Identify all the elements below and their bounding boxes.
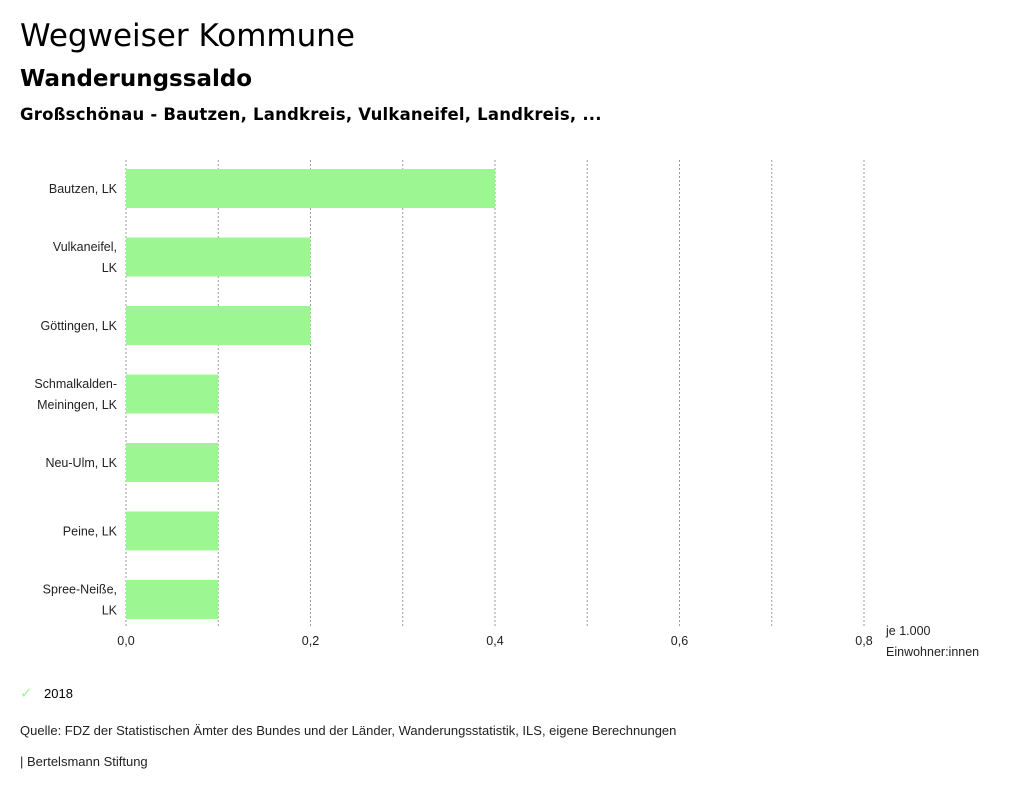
region-selection: Großschönau - Bautzen, Landkreis, Vulkan… bbox=[20, 105, 602, 124]
publisher-note: | Bertelsmann Stiftung bbox=[20, 754, 148, 769]
x-tick-label: 0,6 bbox=[671, 634, 688, 648]
x-axis-label: je 1.000 Einwohner:innen bbox=[885, 624, 979, 659]
category-label: Spree-Neiße, LK bbox=[43, 583, 118, 618]
check-icon: ✓ bbox=[20, 685, 33, 702]
x-tick-label: 0,8 bbox=[855, 634, 872, 648]
bar bbox=[126, 374, 219, 414]
bar bbox=[126, 169, 495, 208]
bar bbox=[126, 237, 311, 277]
category-label: Bautzen, LK bbox=[49, 182, 118, 196]
bar bbox=[126, 306, 311, 345]
bar bbox=[126, 580, 219, 619]
legend-label-2018: 2018 bbox=[44, 685, 73, 701]
chart-subtitle: Wanderungssaldo bbox=[20, 66, 253, 92]
source-note: Quelle: FDZ der Statistischen Ämter des … bbox=[20, 723, 677, 738]
bar-chart: Bautzen, LK Vulkaneifel, LK Göttingen, LK Sc… bbox=[34, 160, 979, 659]
x-tick-label: 0,0 bbox=[117, 634, 134, 648]
category-label: Göttingen, LK bbox=[41, 319, 118, 333]
bar bbox=[126, 511, 219, 551]
x-tick-label: 0,4 bbox=[486, 634, 503, 648]
category-label: Vulkaneifel, LK bbox=[53, 240, 118, 275]
page-title: Wegweiser Kommune bbox=[20, 18, 355, 54]
category-label: Neu-Ulm, LK bbox=[45, 456, 117, 470]
category-label: Peine, LK bbox=[63, 525, 118, 539]
x-tick-label: 0,2 bbox=[302, 634, 319, 648]
legend[interactable]: ✓ 2018 bbox=[20, 684, 73, 702]
bar bbox=[126, 443, 219, 482]
category-label: Schmalkalden-Meiningen, LK bbox=[34, 377, 117, 412]
